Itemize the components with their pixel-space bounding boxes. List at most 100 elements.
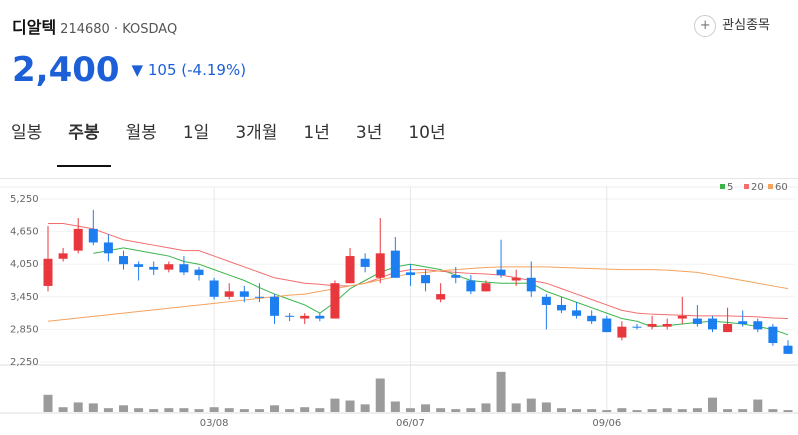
volume-bar: [783, 410, 793, 412]
candle-body: [194, 269, 204, 276]
volume-bar: [164, 408, 174, 412]
volume-bar: [451, 409, 461, 412]
volume-bar: [103, 408, 113, 412]
volume-bar: [677, 409, 687, 412]
candle-body: [541, 296, 551, 305]
candle-body: [692, 318, 702, 324]
volume-bar: [436, 408, 446, 412]
volume-bar: [692, 408, 702, 412]
volume-bar: [768, 409, 778, 412]
volume-bar: [300, 407, 310, 412]
candle-body: [88, 228, 98, 243]
y-tick-label: 4,650: [10, 227, 39, 238]
candle-body: [768, 326, 778, 343]
y-tick-label: 2,250: [10, 357, 39, 368]
tab[interactable]: 3개월: [235, 123, 278, 143]
legend-label: 5: [727, 182, 733, 193]
tab[interactable]: 월봉: [125, 123, 157, 143]
volume-bar: [662, 408, 672, 412]
tab[interactable]: 1일: [182, 123, 210, 143]
volume-bar: [224, 408, 234, 412]
candle-body: [783, 345, 793, 354]
tabs: 일봉 주봉 월봉 1일 3개월 1년 3년 10년: [0, 118, 461, 167]
candle-body: [405, 272, 415, 276]
watch-button[interactable]: + 관심종목: [694, 14, 770, 37]
candle-body: [270, 296, 280, 316]
candle-body: [149, 266, 159, 270]
volume-bar: [511, 403, 521, 412]
volume-bar: [270, 405, 280, 412]
tab[interactable]: 3년: [355, 123, 383, 143]
volume-bar: [496, 371, 506, 412]
y-tick-label: 2,850: [10, 324, 39, 335]
volume-bar: [466, 408, 476, 412]
candle-body: [224, 291, 234, 297]
volume-bar: [647, 409, 657, 412]
volume-bar: [707, 397, 717, 412]
x-tick-label: 09/06: [592, 418, 621, 429]
candle-body: [707, 318, 717, 330]
legend-label: 60: [775, 182, 788, 193]
candle-body: [677, 315, 687, 319]
candle-body: [103, 242, 113, 254]
candle-body: [73, 228, 83, 251]
candle-body: [58, 253, 68, 259]
volume-bar: [43, 394, 53, 412]
volume-bar: [421, 404, 431, 412]
tab[interactable]: 1년: [303, 123, 330, 143]
candle-body: [134, 264, 144, 267]
candle-body: [481, 283, 491, 292]
candle-body: [723, 323, 733, 333]
candle-body: [466, 280, 476, 292]
candle-body: [526, 277, 536, 292]
candle-body: [375, 253, 385, 278]
volume-bar: [753, 399, 763, 412]
y-tick-label: 3,450: [10, 292, 39, 303]
volume-bar: [526, 398, 536, 412]
volume-bar: [149, 409, 159, 412]
volume-bar: [285, 409, 295, 412]
divider: [0, 178, 798, 179]
tab[interactable]: 일봉: [11, 123, 43, 143]
x-tick-label: 06/07: [396, 418, 425, 429]
candle-body: [753, 321, 763, 330]
candle-body: [330, 283, 340, 319]
volume-bar: [572, 409, 582, 412]
ma-line: [93, 247, 789, 336]
stock-code: 214680: [60, 22, 110, 37]
candle-body: [119, 256, 129, 265]
candle-body: [587, 315, 597, 322]
candle-body: [647, 323, 657, 327]
candle-body: [511, 277, 521, 281]
candle-body: [572, 310, 582, 316]
price-block: 2,400 ▼ 105 (-4.19%): [12, 50, 246, 90]
legend-swatch: [744, 184, 749, 189]
candle-body: [164, 264, 174, 270]
legend-swatch: [720, 184, 725, 189]
tab[interactable]: 10년: [408, 123, 446, 143]
legend-swatch: [768, 184, 773, 189]
candle-body: [738, 321, 748, 324]
volume-bar: [481, 403, 491, 412]
volume-bar: [239, 409, 249, 412]
volume-bar: [587, 409, 597, 412]
tab[interactable]: 주봉: [57, 118, 111, 167]
watch-label: 관심종목: [722, 18, 770, 33]
candle-body: [179, 264, 189, 273]
volume-bar: [602, 410, 612, 412]
volume-bar: [738, 409, 748, 412]
volume-bar: [179, 408, 189, 412]
volume-bar: [119, 405, 129, 412]
candle-body: [345, 256, 355, 284]
volume-bar: [88, 403, 98, 412]
candle-body: [662, 323, 672, 327]
candle-body: [43, 258, 53, 286]
stock-name: 디알텍: [12, 18, 57, 37]
candle-body: [451, 275, 461, 278]
price: 2,400: [12, 50, 120, 90]
candle-body: [496, 269, 506, 276]
x-tick-label: 03/08: [200, 418, 229, 429]
candle-body: [421, 275, 431, 284]
header: 디알텍 214680 · KOSDAQ: [12, 18, 178, 37]
